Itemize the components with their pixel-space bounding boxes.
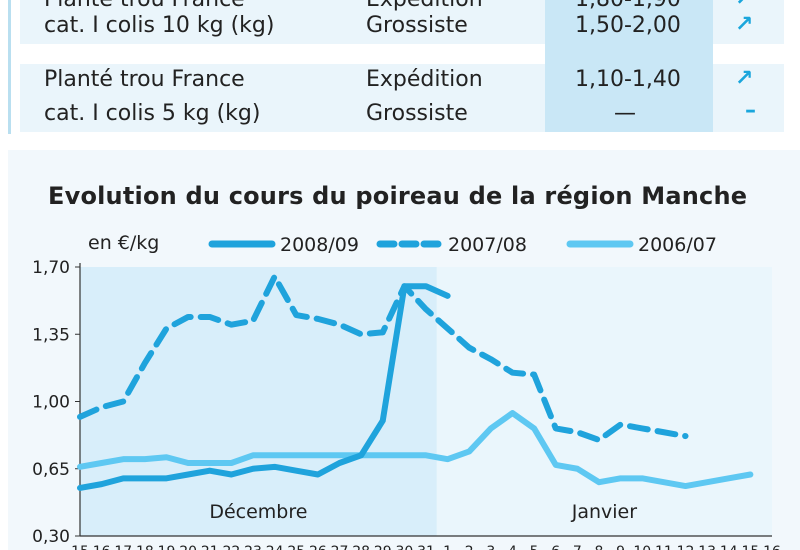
x-tick-label: 25 bbox=[287, 544, 305, 550]
x-tick-label: 6 bbox=[551, 544, 560, 550]
x-tick-label: 5 bbox=[530, 544, 539, 550]
stage-label: Expédition bbox=[366, 0, 483, 16]
price-value: — bbox=[614, 101, 636, 126]
x-tick-label: 19 bbox=[158, 544, 176, 550]
price-value: 1,50-2,00 bbox=[575, 13, 681, 38]
period-label: Décembre bbox=[209, 501, 307, 523]
stage-label: Expédition bbox=[366, 67, 483, 92]
x-tick-label: 18 bbox=[136, 544, 154, 550]
x-tick-label: 26 bbox=[309, 544, 327, 550]
price-table: Planté trou France cat. I colis 10 kg (k… bbox=[0, 0, 800, 140]
chart-title: Evolution du cours du poireau de la régi… bbox=[48, 182, 748, 210]
y-tick-label: 1,70 bbox=[32, 258, 70, 278]
product-label: cat. I colis 5 kg (kg) bbox=[44, 101, 261, 126]
period-band bbox=[436, 267, 772, 536]
x-tick-label: 21 bbox=[201, 544, 219, 550]
x-tick-label: 29 bbox=[374, 544, 392, 550]
product-label: Planté trou France bbox=[44, 0, 245, 16]
x-tick-label: 12 bbox=[677, 544, 695, 550]
x-tick-label: 22 bbox=[222, 544, 240, 550]
x-tick-label: 31 bbox=[417, 544, 435, 550]
x-tick-label: 16 bbox=[763, 544, 781, 550]
x-tick-label: 30 bbox=[395, 544, 413, 550]
x-tick-label: 1 bbox=[443, 544, 452, 550]
x-tick-label: 2 bbox=[465, 544, 474, 550]
x-tick-label: 14 bbox=[720, 544, 738, 550]
x-tick-label: 17 bbox=[114, 544, 132, 550]
x-tick-label: 28 bbox=[352, 544, 370, 550]
x-tick-label: 11 bbox=[655, 544, 673, 550]
table-left-rule bbox=[8, 0, 11, 134]
x-tick-label: 10 bbox=[633, 544, 651, 550]
stage-label: Grossiste bbox=[366, 13, 468, 38]
x-tick-label: 15 bbox=[71, 544, 89, 550]
x-tick-label: 13 bbox=[698, 544, 716, 550]
product-label: cat. I colis 10 kg (kg) bbox=[44, 13, 275, 38]
y-tick-label: 1,00 bbox=[32, 393, 70, 413]
x-tick-label: 20 bbox=[179, 544, 197, 550]
trend-up-icon: ↗ bbox=[735, 0, 753, 11]
trend-up-icon: ↗ bbox=[735, 66, 754, 91]
legend-label: 2008/09 bbox=[280, 234, 359, 256]
y-axis-unit-label: en €/kg bbox=[88, 232, 160, 254]
x-tick-label: 4 bbox=[508, 544, 517, 550]
period-label: Janvier bbox=[571, 501, 638, 523]
x-tick-label: 16 bbox=[93, 544, 111, 550]
series-line-2008-09 bbox=[77, 283, 451, 491]
x-tick-label: 27 bbox=[331, 544, 349, 550]
legend-label: 2006/07 bbox=[638, 234, 717, 256]
y-tick-label: 0,65 bbox=[32, 460, 70, 480]
price-value: 1,80-1,90 bbox=[575, 0, 681, 16]
trend-flat-icon: – bbox=[745, 98, 756, 123]
x-tick-label: 9 bbox=[616, 544, 625, 550]
product-label: Planté trou France bbox=[44, 67, 245, 92]
legend-label: 2007/08 bbox=[448, 234, 527, 256]
x-tick-label: 24 bbox=[266, 544, 284, 550]
y-tick-label: 1,35 bbox=[32, 325, 70, 345]
series-line-2006-07 bbox=[77, 410, 754, 490]
x-tick-label: 23 bbox=[244, 544, 262, 550]
x-tick-label: 3 bbox=[486, 544, 495, 550]
trend-up-icon: ↗ bbox=[735, 12, 754, 37]
x-tick-label: 7 bbox=[573, 544, 582, 550]
price-column bbox=[545, 0, 713, 132]
x-tick-label: 8 bbox=[595, 544, 604, 550]
x-tick-label: 15 bbox=[741, 544, 759, 550]
y-tick-label: 0,30 bbox=[32, 527, 70, 547]
price-value: 1,10-1,40 bbox=[575, 67, 681, 92]
series-line-2007-08 bbox=[77, 273, 689, 443]
stage-label: Grossiste bbox=[366, 101, 468, 126]
